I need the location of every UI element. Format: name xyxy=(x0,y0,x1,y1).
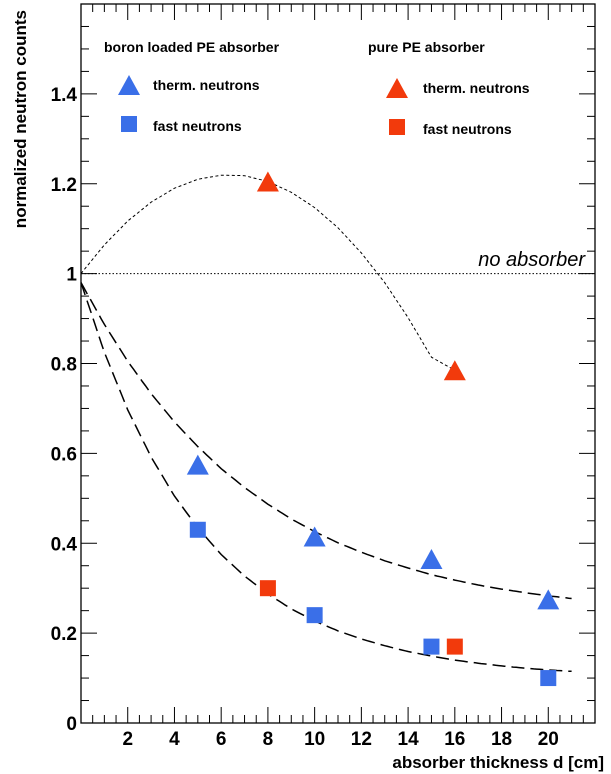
data-point-square xyxy=(446,638,463,655)
data-point-square xyxy=(259,580,276,597)
data-point-triangle xyxy=(443,360,466,381)
x-tick-label: 10 xyxy=(304,729,325,750)
legend-label-boron-fast: fast neutrons xyxy=(153,118,242,134)
legend-label-pure-therm: therm. neutrons xyxy=(423,80,530,96)
x-tick-label: 2 xyxy=(122,729,133,750)
data-point-square xyxy=(306,607,323,624)
legend-label-pure-fast: fast neutrons xyxy=(423,121,512,137)
legend-marker-boron-therm xyxy=(118,75,140,95)
legend-marker-boron-fast xyxy=(121,116,137,132)
legend-marker-pure-fast xyxy=(389,119,405,135)
x-tick-label: 20 xyxy=(538,729,559,750)
x-tick-label: 8 xyxy=(263,729,274,750)
data-point-square xyxy=(189,521,206,538)
y-tick-label: 0.2 xyxy=(51,624,77,645)
tick-labels: 2 4 6 8 10 12 14 16 18 20 0 0.2 0.4 0.6 0.8 1 1.2 1.4 xyxy=(51,85,559,750)
data-markers xyxy=(186,171,560,687)
y-tick-label: 1.4 xyxy=(51,85,78,106)
legend: boron loaded PE absorber pure PE absorbe… xyxy=(104,39,530,137)
x-axis-title: absorber thickness d [cm] xyxy=(392,753,604,772)
data-point-triangle xyxy=(420,548,443,569)
legend-marker-pure-therm xyxy=(386,78,408,98)
y-tick-label: 1 xyxy=(66,265,77,286)
y-tick-label: 0.6 xyxy=(51,444,77,465)
plot-frame xyxy=(80,3,596,724)
y-tick-label: 0.4 xyxy=(51,534,78,555)
x-tick-label: 14 xyxy=(398,729,420,750)
x-tick-label: 4 xyxy=(169,729,180,750)
fit-curves xyxy=(80,174,572,673)
fit-curve-0 xyxy=(80,282,572,600)
data-point-triangle xyxy=(256,171,279,192)
legend-group-pure: pure PE absorber xyxy=(368,39,485,55)
legend-label-boron-therm: therm. neutrons xyxy=(153,77,260,93)
x-tick-label: 6 xyxy=(216,729,227,750)
legend-group-boron: boron loaded PE absorber xyxy=(104,39,280,55)
axis-ticks xyxy=(80,3,596,724)
x-tick-label: 12 xyxy=(351,729,372,750)
x-tick-label: 16 xyxy=(444,729,465,750)
y-tick-label: 0 xyxy=(66,714,77,735)
data-point-triangle xyxy=(537,589,560,610)
data-point-square xyxy=(423,638,440,655)
legend-markers xyxy=(118,75,408,135)
x-tick-label: 18 xyxy=(491,729,512,750)
y-tick-label: 1.2 xyxy=(51,175,77,196)
no-absorber-label: no absorber xyxy=(478,249,586,271)
data-point-square xyxy=(540,670,557,687)
y-tick-label: 0.8 xyxy=(51,355,77,376)
data-point-triangle xyxy=(186,454,209,475)
fit-curve-1 xyxy=(80,282,572,673)
data-point-triangle xyxy=(303,526,326,547)
fit-curve-2 xyxy=(80,174,456,371)
y-axis-title: normalized neutron counts xyxy=(11,10,30,228)
